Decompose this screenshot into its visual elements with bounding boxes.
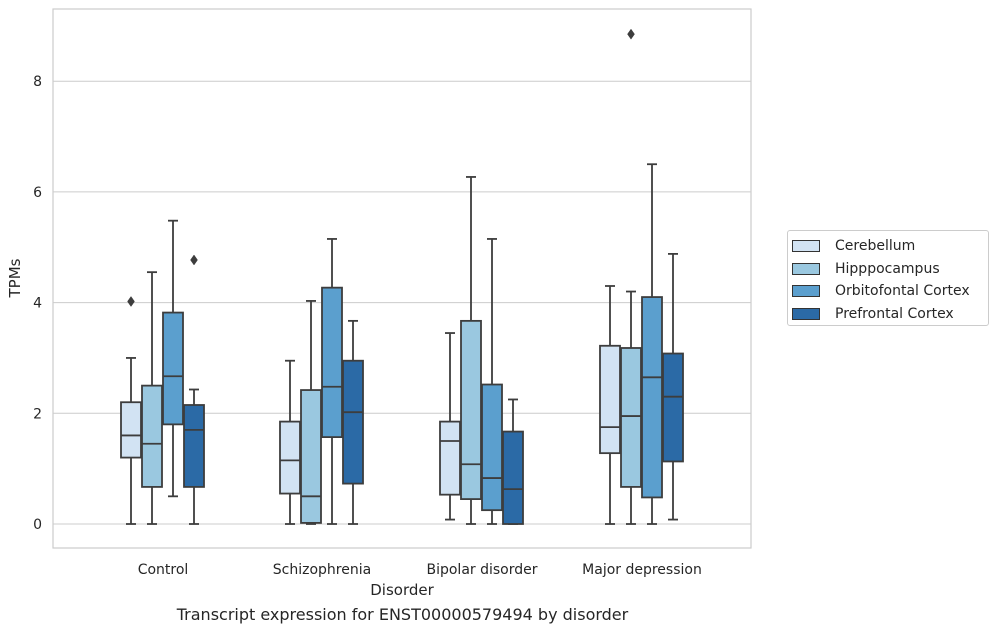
box (641, 296, 663, 499)
box-group (481, 238, 503, 525)
box-group (460, 176, 482, 525)
outlier-point (127, 296, 135, 307)
legend-item: Orbitofontal Cortex (792, 280, 988, 303)
x-tick-label: Control (138, 562, 189, 578)
legend-swatch-prefrontal (792, 307, 820, 320)
legend-swatch-orbitofrontal (792, 285, 820, 298)
box (662, 352, 684, 463)
box (481, 383, 503, 512)
legend-label: Cerebellum (835, 238, 916, 255)
box (300, 389, 322, 524)
y-tick-label: 2 (33, 406, 42, 422)
legend-item: Hipppocampus (792, 258, 988, 281)
x-tick-label: Schizophrenia (273, 562, 371, 578)
box-group (599, 285, 621, 525)
plot-area-frame (52, 8, 752, 549)
box-group (641, 163, 663, 525)
outlier-point (190, 254, 198, 266)
y-tick-label: 4 (33, 296, 42, 312)
y-tick-label: 6 (33, 185, 42, 201)
box-group (342, 319, 364, 525)
box-group (321, 238, 343, 525)
y-axis-label: TPMs (6, 258, 24, 298)
box (141, 384, 163, 488)
legend-label: Prefrontal Cortex (835, 305, 954, 322)
legend-label: Orbitofontal Cortex (835, 283, 970, 300)
x-tick-labels: Control Schizophrenia Bipolar disorder Majo… (138, 562, 702, 578)
box-group (502, 398, 524, 525)
box (279, 420, 301, 495)
x-tick-label: Major depression (582, 562, 702, 578)
legend-item: Prefrontal Cortex (792, 303, 988, 326)
y-tick-label: 8 (33, 74, 42, 90)
box-group (141, 271, 163, 525)
chart-caption-wrapper: Transcript expression for ENST0000057949… (0, 605, 999, 624)
legend: Cerebellum Hipppocampus Orbitofontal Cor… (787, 230, 989, 326)
legend-swatch-hippocampus (792, 262, 820, 275)
box (502, 430, 524, 525)
box-group (120, 296, 142, 525)
box (342, 359, 364, 485)
legend-label: Hipppocampus (835, 260, 940, 277)
box-group (439, 332, 461, 521)
box (321, 286, 343, 439)
box-group (300, 300, 322, 525)
box-group (279, 359, 301, 525)
x-tick-label: Bipolar disorder (426, 562, 537, 578)
box (620, 347, 642, 488)
box (120, 401, 142, 459)
box (162, 311, 184, 426)
box (599, 344, 621, 455)
box (439, 420, 461, 496)
box-series (120, 28, 684, 525)
legend-swatch-cerebellum (792, 240, 820, 253)
legend-item: Cerebellum (792, 235, 988, 258)
box-group (183, 254, 205, 525)
chart-caption: Transcript expression for ENST0000057949… (176, 605, 629, 624)
box (183, 404, 205, 488)
box-group (662, 252, 684, 521)
box-group (162, 219, 184, 498)
x-axis-label: Disorder (370, 581, 434, 599)
y-tick-label: 0 (33, 517, 42, 533)
box (460, 319, 482, 500)
box-group (620, 28, 642, 525)
y-tick-labels: 0 2 4 6 8 (33, 74, 42, 533)
outlier-point (627, 28, 635, 40)
